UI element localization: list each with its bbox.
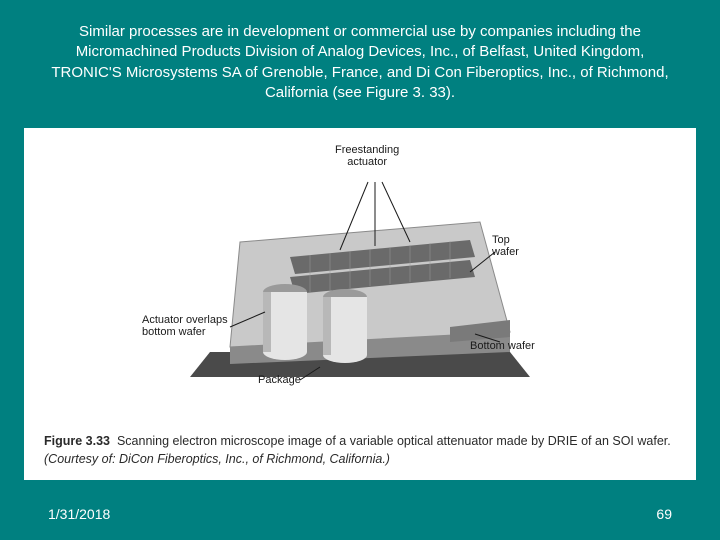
label-actuator-overlaps: Actuator overlapsbottom wafer [142,314,228,338]
cylinder-left-shade [263,292,271,352]
label-freestanding-actuator: Freestandingactuator [335,144,399,168]
footer-page-number: 69 [656,506,672,522]
figure-container: Freestandingactuator Topwafer Bottom waf… [24,128,696,480]
footer-date: 1/31/2018 [48,506,110,522]
figure-caption: Figure 3.33 Scanning electron microscope… [44,433,676,468]
label-top-wafer: Topwafer [492,234,519,258]
caption-figure-number: Figure 3.33 [44,434,110,448]
caption-main-text: Scanning electron microscope image of a … [117,434,671,448]
label-package: Package [258,374,301,386]
label-bottom-wafer: Bottom wafer [470,340,535,352]
caption-courtesy: (Courtesy of: DiCon Fiberoptics, Inc., o… [44,452,390,466]
slide-body-text: Similar processes are in development or … [40,22,680,103]
device-diagram: Freestandingactuator Topwafer Bottom waf… [170,142,550,402]
cylinder-right-shade [323,297,331,355]
